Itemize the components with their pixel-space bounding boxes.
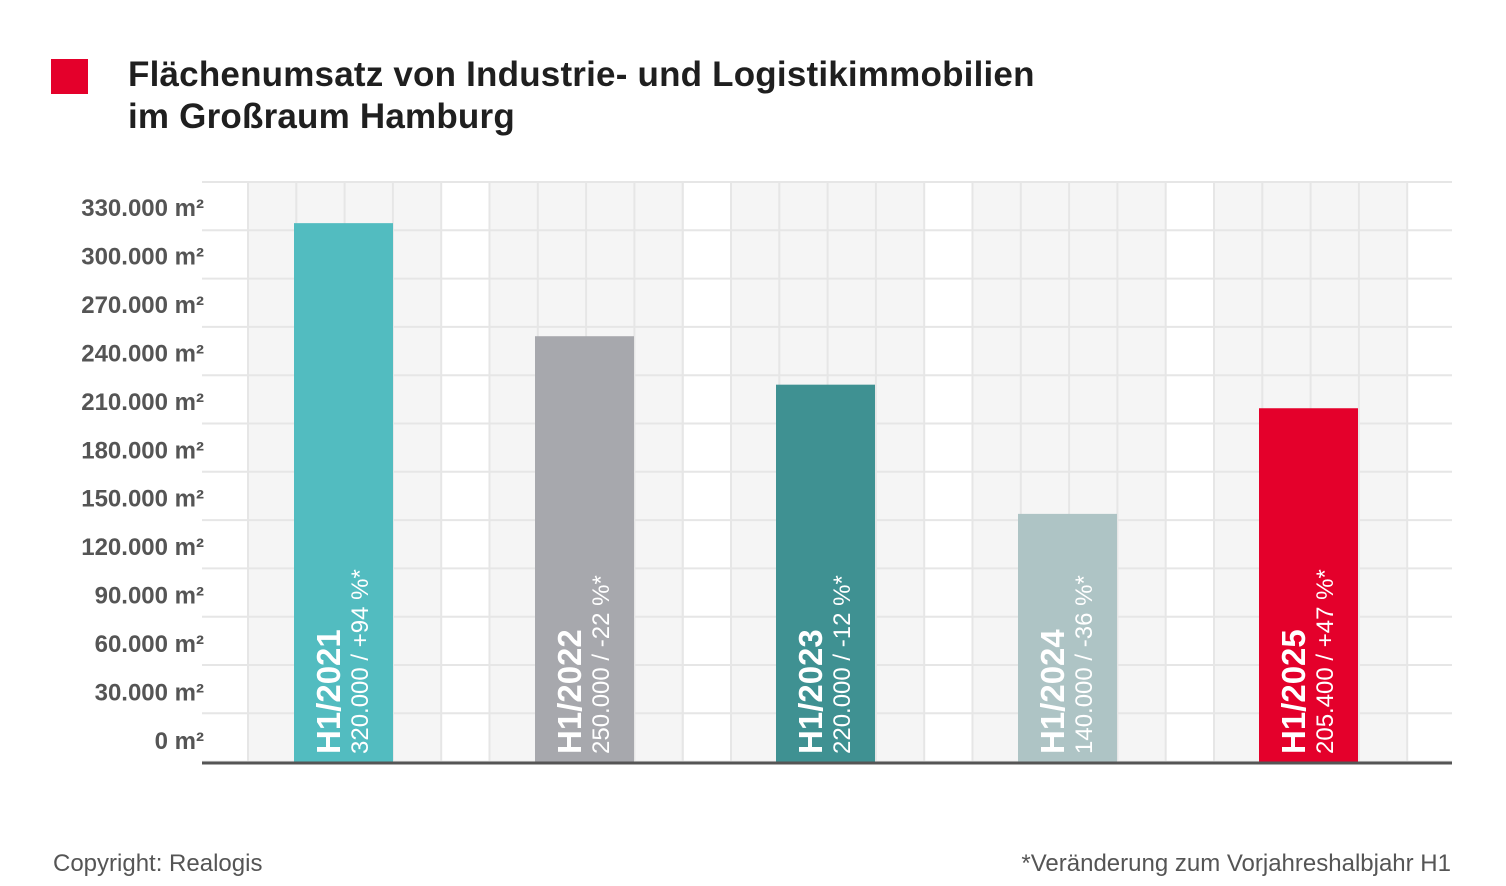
- legend-square: [51, 59, 88, 94]
- bar-value-label: 250.000 / -22 %*: [588, 575, 615, 754]
- bar-value-label: 320.000 / +94 %*: [347, 569, 374, 754]
- bar-category-label: H1/2023: [792, 629, 829, 754]
- y-axis-ticks: 0 m² 30.000 m² 60.000 m² 90.000 m² 120.000 m…: [81, 195, 204, 755]
- y-tick-label: 180.000 m²: [81, 437, 204, 464]
- y-tick-label: 300.000 m²: [81, 243, 204, 270]
- bar-group: H1/2022 250.000 / -22 %*: [535, 336, 634, 762]
- bars: H1/2021 320.000 / +94 %* H1/2022 250.000 / …: [294, 223, 1358, 763]
- bar-category-label: H1/2024: [1034, 629, 1071, 754]
- y-tick-label: 210.000 m²: [81, 389, 204, 416]
- y-tick-label: 60.000 m²: [95, 631, 204, 658]
- bar-category-label: H1/2022: [551, 629, 588, 754]
- bar-value-label: 205.400 / +47 %*: [1312, 569, 1339, 754]
- copyright-text: Copyright: Realogis: [53, 850, 263, 877]
- bar-category-label: H1/2021: [310, 629, 347, 754]
- bar-group: H1/2024 140.000 / -36 %*: [1018, 513, 1117, 762]
- chart-title-line-1: Flächenumsatz von Industrie- und Logisti…: [128, 55, 1035, 94]
- y-tick-label: 240.000 m²: [81, 340, 204, 367]
- bar-group: H1/2025 205.400 / +47 %*: [1259, 408, 1358, 762]
- bar: [535, 336, 634, 762]
- bar-value-label: 220.000 / -12 %*: [829, 575, 856, 754]
- footnote-text: *Veränderung zum Vorjahreshalbjahr H1: [1021, 850, 1451, 877]
- y-tick-label: 90.000 m²: [95, 583, 204, 610]
- bar: [1259, 408, 1358, 762]
- bar: [294, 223, 393, 763]
- chart-title: Flächenumsatz von Industrie- und Logisti…: [128, 54, 1035, 138]
- y-tick-label: 30.000 m²: [95, 680, 204, 707]
- bar-group: H1/2021 320.000 / +94 %*: [294, 223, 393, 763]
- bar-category-label: H1/2025: [1275, 629, 1312, 754]
- y-tick-label: 270.000 m²: [81, 292, 204, 319]
- y-tick-label: 0 m²: [155, 728, 204, 755]
- chart-title-line-2: im Großraum Hamburg: [128, 97, 515, 136]
- bar: [1018, 513, 1117, 762]
- y-tick-label: 150.000 m²: [81, 486, 204, 513]
- bar-value-label: 140.000 / -36 %*: [1071, 575, 1098, 754]
- y-tick-label: 120.000 m²: [81, 534, 204, 561]
- bar: [776, 384, 875, 762]
- bar-group: H1/2023 220.000 / -12 %*: [776, 384, 875, 762]
- y-tick-label: 330.000 m²: [81, 195, 204, 222]
